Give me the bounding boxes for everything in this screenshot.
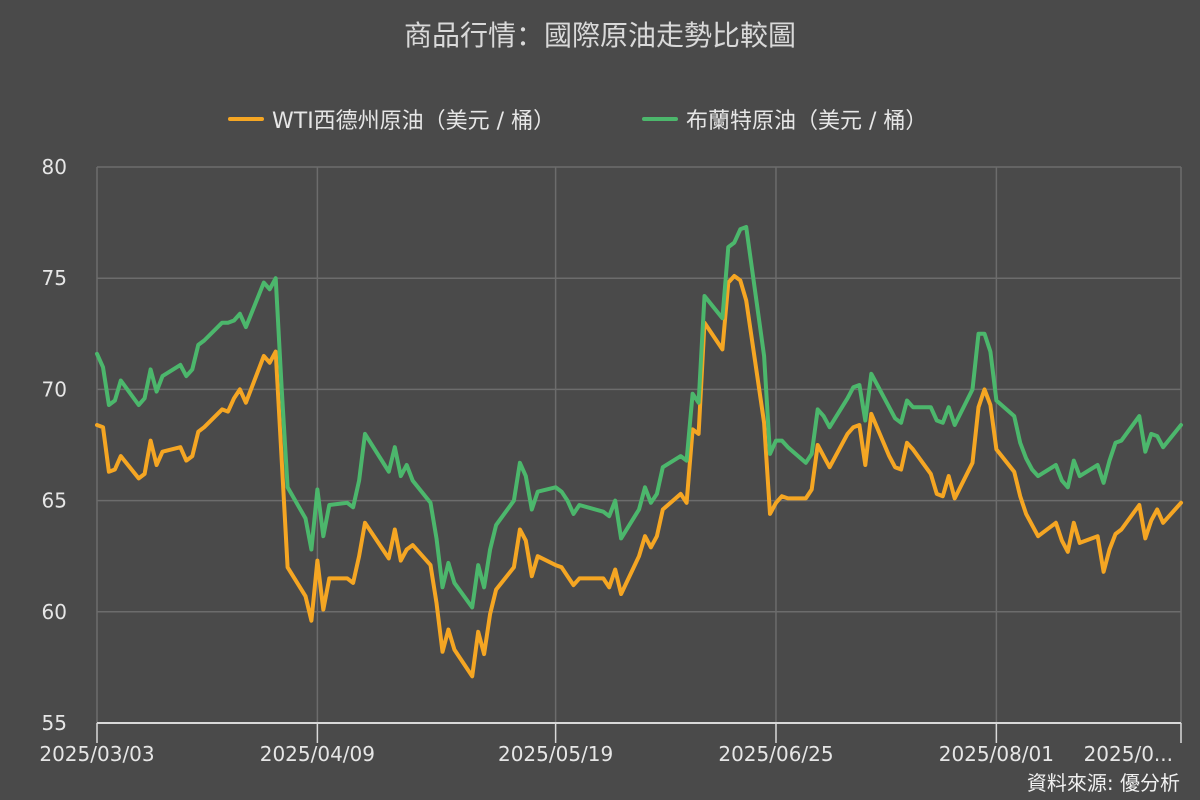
x-tick-label: 2025/04/09 <box>260 742 375 766</box>
y-tick-label: 80 <box>42 155 67 179</box>
series-lines <box>95 225 1183 679</box>
legend-item-wti[interactable]: WTI西德州原油（美元 / 桶） <box>228 104 555 134</box>
y-axis: 55 60 65 70 75 80 <box>42 155 67 735</box>
legend-label-brent: 布蘭特原油（美元 / 桶） <box>686 109 928 134</box>
y-tick-label: 60 <box>42 600 67 624</box>
x-tick-label: 2025/05/19 <box>498 742 613 766</box>
source-note: 資料來源: 優分析 <box>1026 771 1180 795</box>
x-tick-label: 2025/03/03 <box>39 742 154 766</box>
y-tick-label: 55 <box>42 711 67 735</box>
legend-item-brent[interactable]: 布蘭特原油（美元 / 桶） <box>642 104 927 134</box>
x-tick-label: 2025/06/25 <box>718 742 833 766</box>
series-line-brent <box>95 225 1183 610</box>
chart-grid <box>96 166 1182 724</box>
legend-swatch-wti <box>228 117 264 121</box>
chart-title: 商品行情：國際原油走勢比較圖 <box>403 19 796 52</box>
y-tick-label: 65 <box>42 489 67 513</box>
chart-legend: WTI西德州原油（美元 / 桶） 布蘭特原油（美元 / 桶） <box>0 104 1200 134</box>
x-tick-label: 2025/0... <box>1084 742 1173 766</box>
legend-label-wti: WTI西德州原油（美元 / 桶） <box>272 109 556 134</box>
x-tick-label: 2025/08/01 <box>939 742 1054 766</box>
series-line-wti <box>95 274 1183 679</box>
x-axis: 2025/03/03 2025/04/09 2025/05/19 2025/06/25… <box>39 722 1182 766</box>
y-tick-label: 70 <box>42 377 67 401</box>
y-tick-label: 75 <box>42 266 67 290</box>
legend-swatch-brent <box>642 117 678 121</box>
